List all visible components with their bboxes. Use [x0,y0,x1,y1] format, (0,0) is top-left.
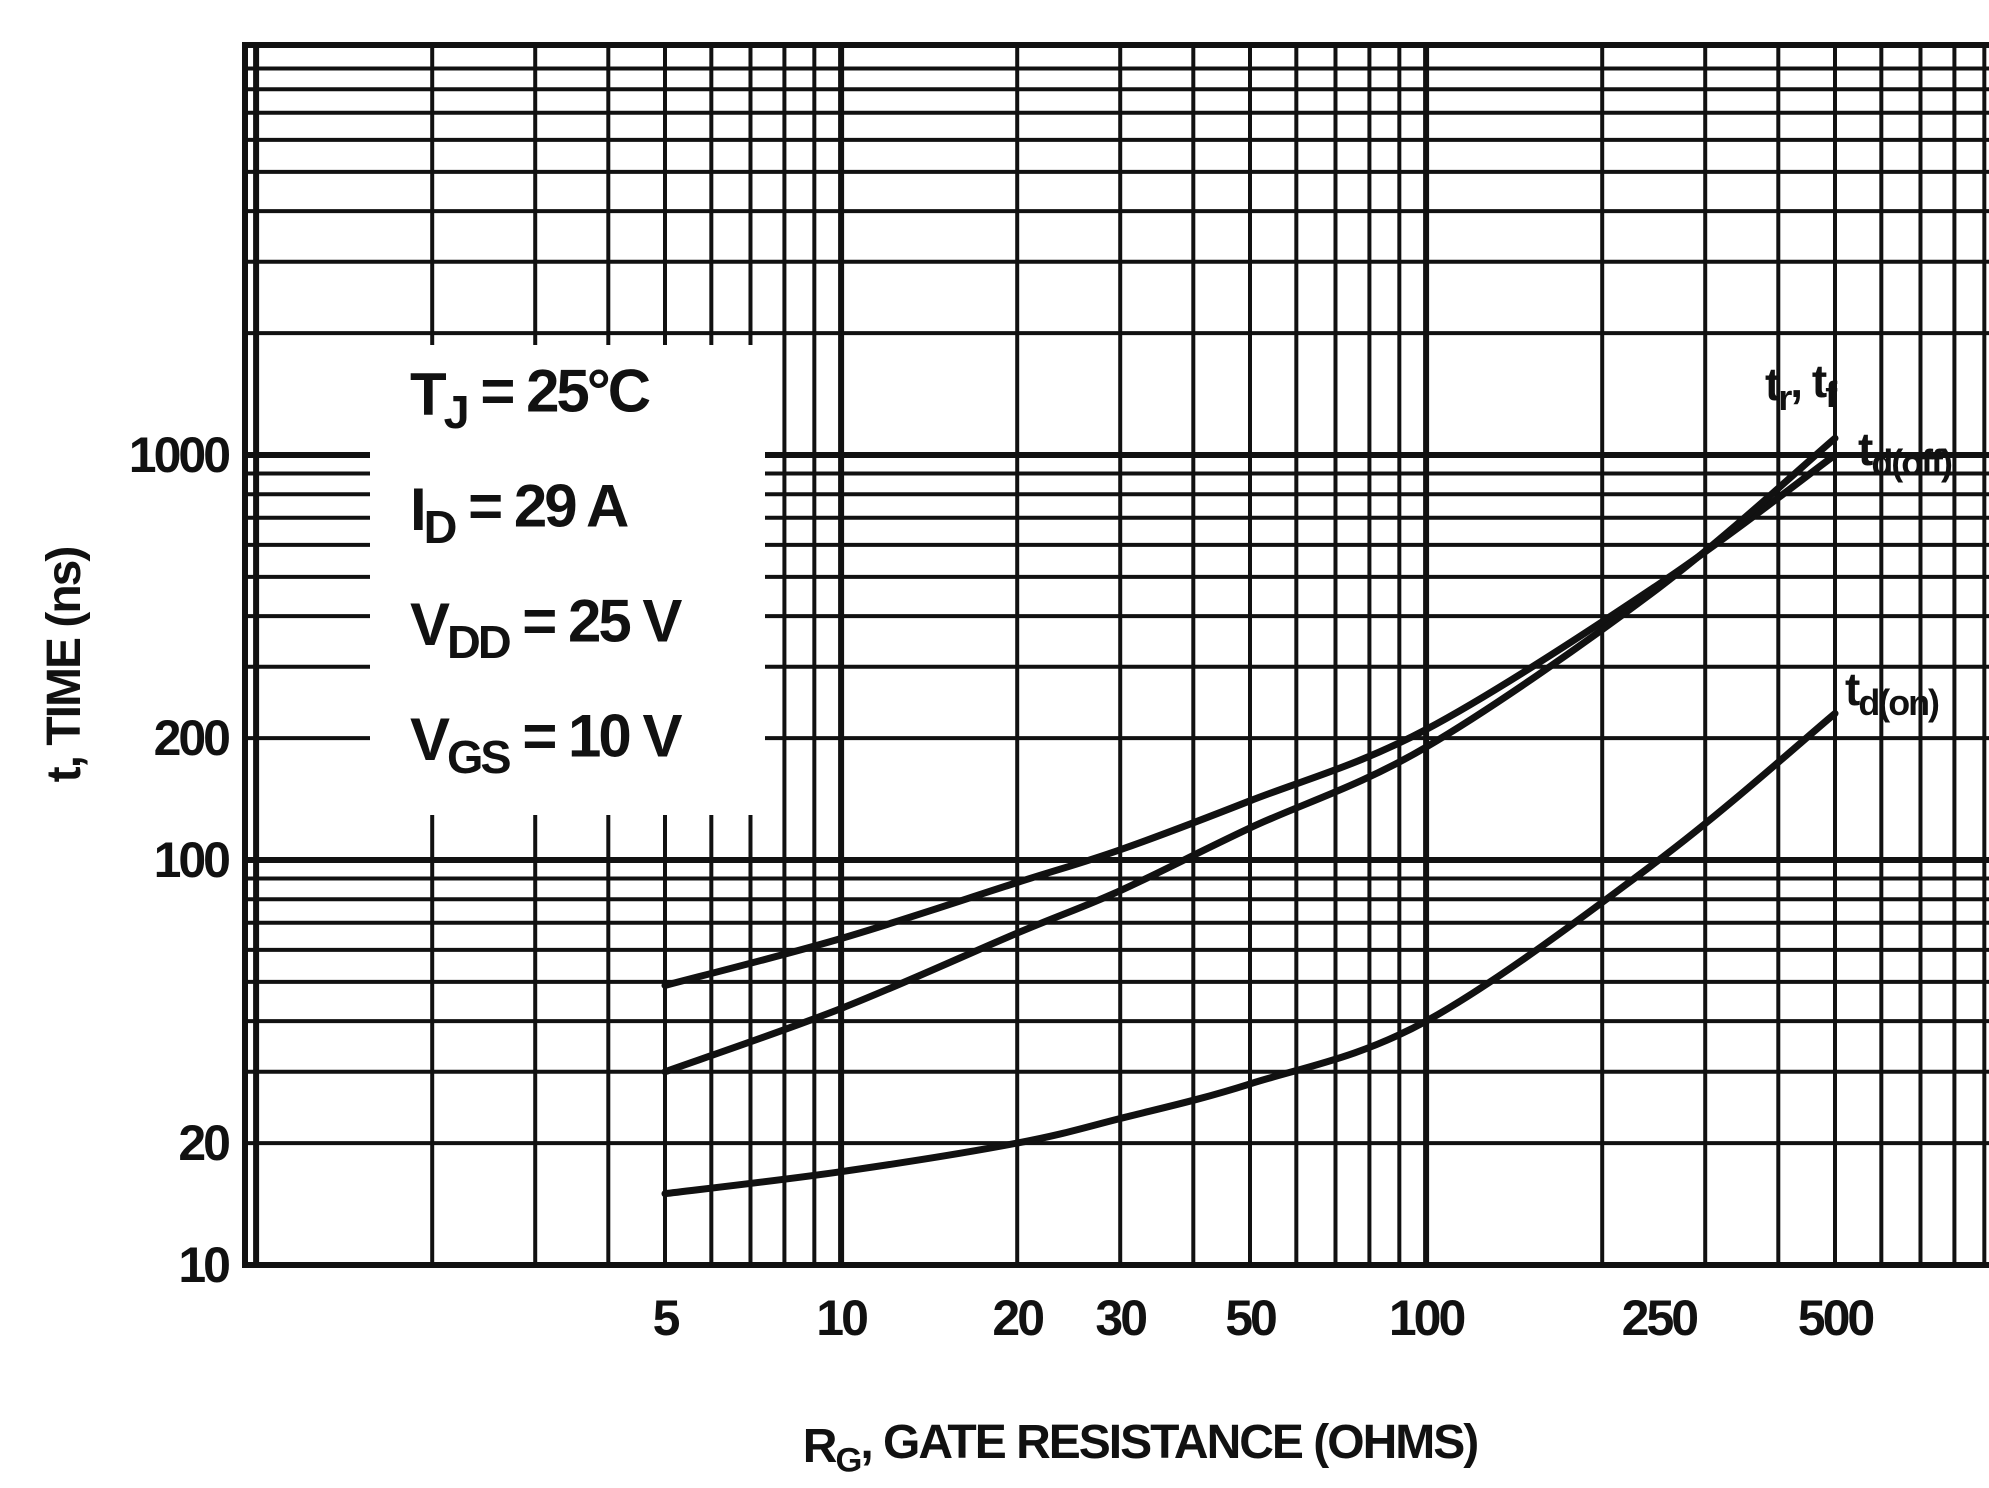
x-axis-title: RG, GATE RESISTANCE (OHMS) [803,1416,1477,1479]
condition-3: VDD = 25 V [410,587,682,668]
condition-1: TJ = 25°C [410,357,650,438]
x-tick-label: 500 [1798,1290,1874,1346]
series-lines [661,434,1839,1198]
series-line-td-on [661,710,1839,1198]
series-labels: td(off) tr, tf td(on) [1765,355,1954,723]
series-label-tr-tf: tr, tf [1765,355,1838,418]
series-label-td-off: td(off) [1858,423,1952,483]
series-line-tr-tf [661,434,1839,1076]
condition-4: VGS = 10 V [410,702,682,783]
conditions-box: TJ = 25°C ID = 29 A VDD = 25 V VGS = 10 V [370,345,765,815]
x-tick-label: 50 [1225,1290,1276,1346]
y-tick-label: 100 [154,832,230,888]
y-axis-ticks: 10 20 100 200 1000 [129,427,232,1293]
plot-frame [242,42,1989,1268]
y-tick-label: 1000 [129,427,229,483]
x-tick-label: 100 [1389,1290,1465,1346]
condition-2: ID = 29 A [410,472,628,553]
x-tick-label: 20 [992,1290,1043,1346]
x-tick-label: 10 [816,1290,867,1346]
y-tick-label: 200 [154,710,230,766]
x-tick-label: 5 [653,1290,680,1346]
x-tick-label: 30 [1095,1290,1146,1346]
y-axis-title: t, TIME (ns) [38,548,91,783]
conditions-box-background [370,345,765,815]
y-tick-label: 10 [178,1237,229,1293]
series-label-td-on: td(on) [1845,663,1939,723]
chart-grid [245,45,1989,1268]
x-axis-ticks: 5 10 20 30 50 100 250 500 [653,1290,1877,1346]
x-tick-label: 250 [1622,1290,1698,1346]
y-tick-label: 20 [178,1115,229,1171]
